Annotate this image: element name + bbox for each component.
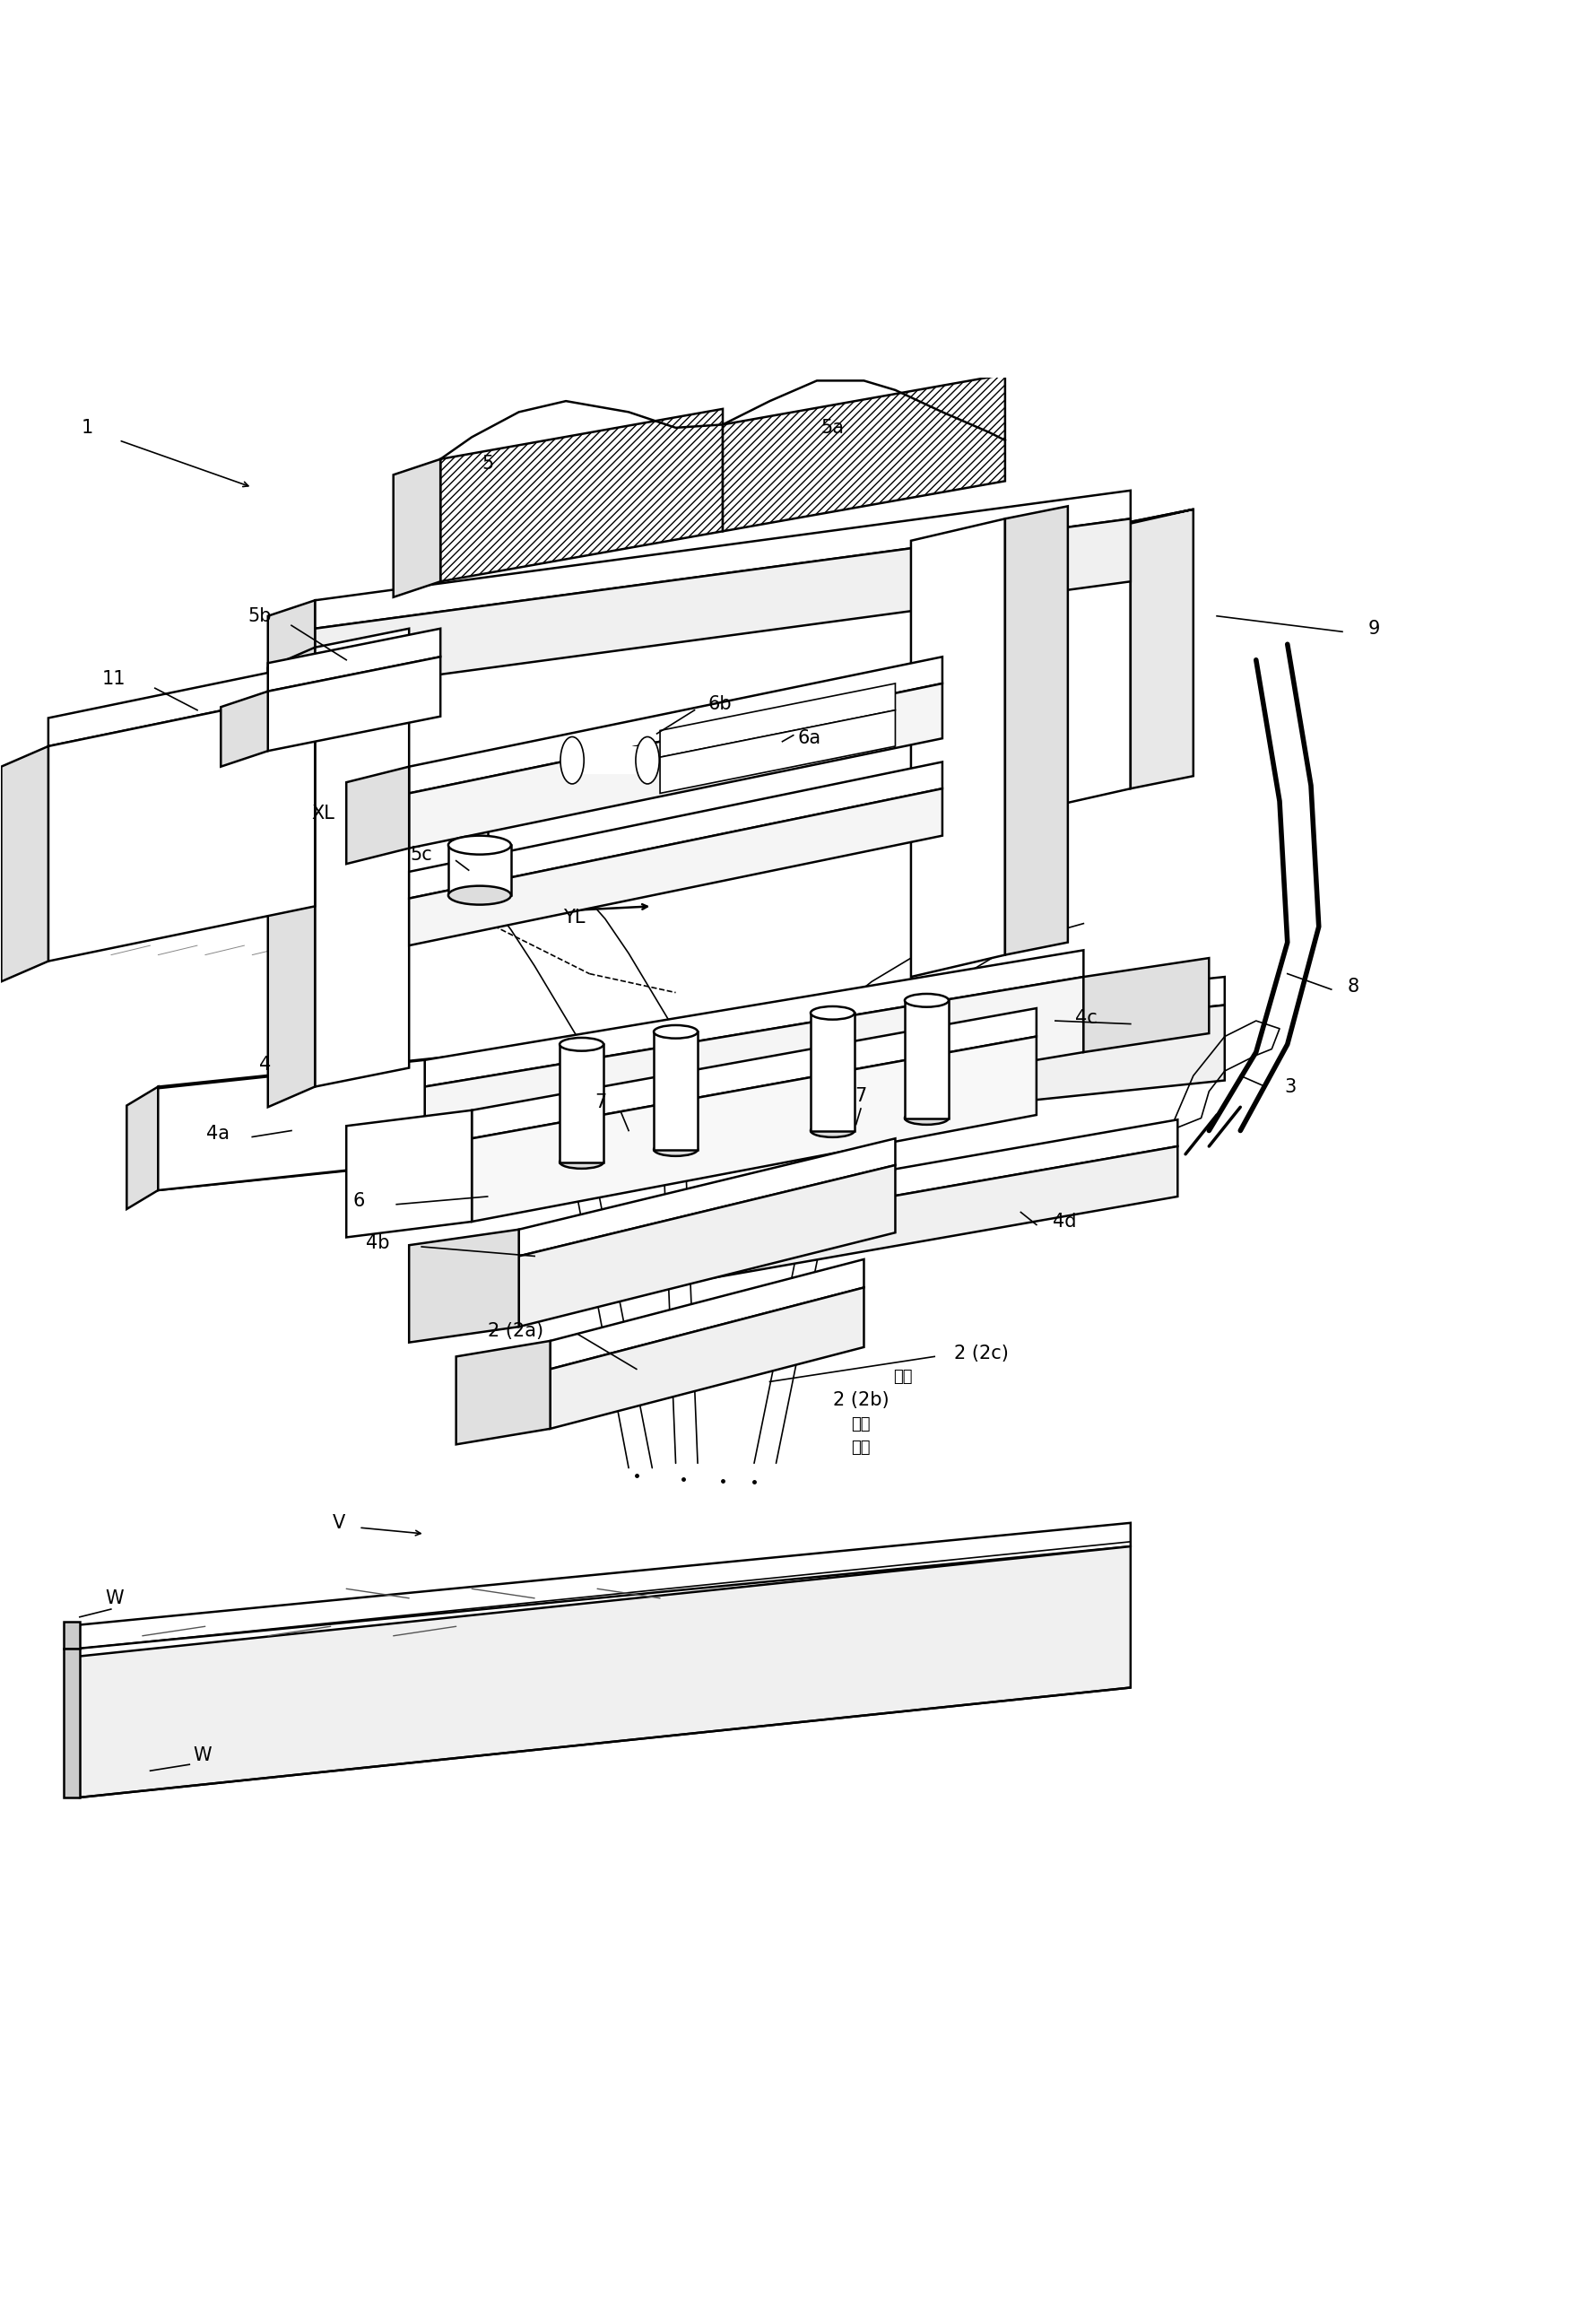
Polygon shape: [518, 1164, 895, 1327]
Polygon shape: [393, 460, 440, 597]
Polygon shape: [159, 1004, 1225, 1190]
Text: 8: 8: [1348, 978, 1359, 995]
Ellipse shape: [905, 1111, 949, 1125]
Polygon shape: [269, 648, 314, 1106]
Polygon shape: [408, 788, 943, 946]
Ellipse shape: [448, 837, 511, 855]
Polygon shape: [550, 1120, 1178, 1257]
Polygon shape: [550, 1260, 864, 1369]
Ellipse shape: [559, 1039, 603, 1050]
Ellipse shape: [811, 1006, 855, 1020]
Text: 焊丝: 焊丝: [894, 1369, 913, 1385]
Polygon shape: [518, 1139, 895, 1257]
Polygon shape: [408, 683, 943, 848]
Text: 11: 11: [102, 669, 126, 688]
Bar: [905, 999, 949, 1118]
Text: 2 (2b): 2 (2b): [833, 1392, 889, 1408]
Polygon shape: [440, 409, 723, 581]
Polygon shape: [1131, 509, 1194, 788]
Text: 焊丝: 焊丝: [851, 1439, 870, 1455]
Polygon shape: [408, 658, 943, 792]
Bar: [654, 1032, 698, 1150]
Polygon shape: [471, 1037, 1037, 1222]
Text: W: W: [193, 1745, 211, 1764]
Text: 5b: 5b: [248, 607, 272, 625]
Ellipse shape: [905, 995, 949, 1006]
Ellipse shape: [559, 1155, 603, 1169]
Polygon shape: [660, 711, 895, 792]
Polygon shape: [127, 1088, 159, 1208]
Polygon shape: [64, 1648, 80, 1796]
Text: 5: 5: [482, 456, 493, 472]
Text: 4: 4: [259, 1055, 270, 1074]
Polygon shape: [550, 1287, 864, 1429]
Polygon shape: [456, 1341, 550, 1446]
Polygon shape: [49, 690, 314, 962]
Text: 1: 1: [82, 418, 93, 437]
Text: 7: 7: [594, 1092, 606, 1111]
Text: 4c: 4c: [1076, 1009, 1098, 1027]
Bar: [811, 1013, 855, 1129]
Polygon shape: [1084, 957, 1210, 1053]
Polygon shape: [159, 1060, 424, 1190]
Bar: [559, 1043, 603, 1162]
Text: W: W: [105, 1590, 124, 1608]
Polygon shape: [80, 1522, 1131, 1648]
Polygon shape: [408, 762, 943, 899]
Text: V: V: [331, 1513, 346, 1532]
Text: YL: YL: [562, 909, 584, 927]
Polygon shape: [314, 490, 1131, 627]
Bar: [448, 846, 511, 895]
Text: 2 (2c): 2 (2c): [954, 1346, 1009, 1362]
Polygon shape: [269, 658, 440, 751]
Polygon shape: [80, 1545, 1131, 1796]
Polygon shape: [159, 976, 1225, 1116]
Text: 5c: 5c: [410, 846, 432, 865]
Polygon shape: [1005, 523, 1131, 816]
Polygon shape: [346, 767, 408, 865]
Polygon shape: [49, 662, 314, 746]
Text: 2 (2a): 2 (2a): [489, 1322, 544, 1341]
Polygon shape: [1005, 507, 1068, 955]
Text: 4d: 4d: [1053, 1213, 1076, 1232]
Polygon shape: [269, 600, 314, 706]
Text: 6: 6: [353, 1192, 364, 1211]
Ellipse shape: [811, 1125, 855, 1136]
Text: 4b: 4b: [366, 1234, 390, 1253]
Polygon shape: [471, 1009, 1037, 1139]
Polygon shape: [723, 374, 1005, 532]
Polygon shape: [314, 627, 408, 1088]
Polygon shape: [1005, 509, 1194, 551]
Polygon shape: [2, 746, 49, 981]
Polygon shape: [550, 1146, 1178, 1306]
Polygon shape: [346, 1111, 471, 1236]
Text: 6b: 6b: [707, 695, 732, 713]
Polygon shape: [408, 1229, 518, 1343]
Polygon shape: [64, 1622, 80, 1648]
Polygon shape: [269, 627, 440, 690]
Text: 4a: 4a: [206, 1125, 229, 1143]
Ellipse shape: [654, 1025, 698, 1039]
Ellipse shape: [448, 885, 511, 904]
Polygon shape: [660, 683, 895, 758]
Text: 9: 9: [1368, 621, 1379, 637]
Bar: [572, 746, 647, 774]
Text: 7: 7: [855, 1088, 867, 1106]
Ellipse shape: [636, 737, 660, 783]
Text: 3: 3: [1285, 1078, 1296, 1095]
Polygon shape: [424, 976, 1084, 1162]
Text: 焊丝: 焊丝: [851, 1415, 870, 1432]
Ellipse shape: [654, 1143, 698, 1155]
Polygon shape: [911, 518, 1005, 976]
Text: XL: XL: [311, 804, 335, 823]
Text: 5a: 5a: [822, 418, 844, 437]
Polygon shape: [424, 951, 1084, 1088]
Polygon shape: [222, 690, 269, 767]
Ellipse shape: [561, 737, 584, 783]
Polygon shape: [314, 518, 1131, 690]
Text: 6a: 6a: [798, 730, 820, 748]
